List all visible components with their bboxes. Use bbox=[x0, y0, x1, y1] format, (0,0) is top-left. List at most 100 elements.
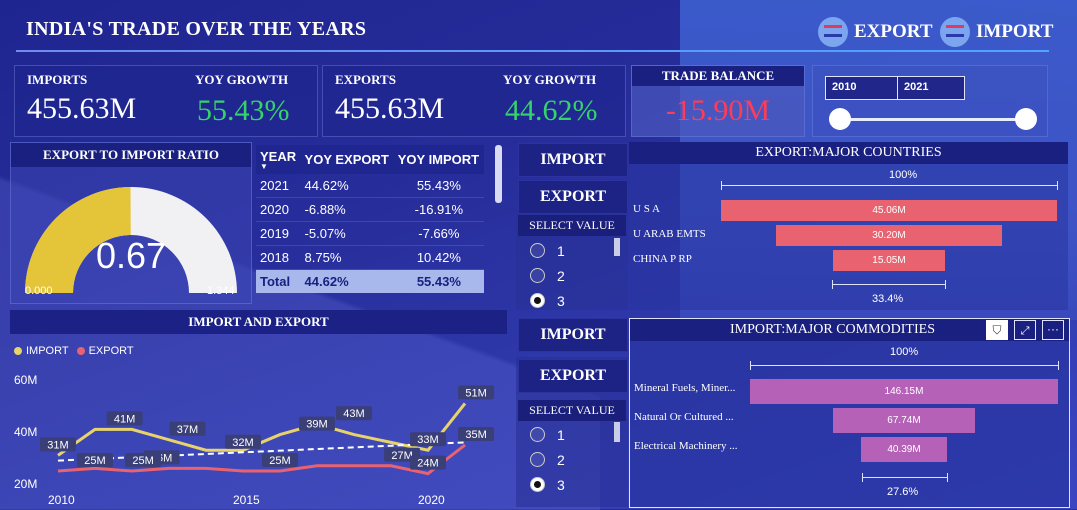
cell-yoy-export: -6.88% bbox=[300, 197, 394, 222]
nav-import-button[interactable]: IMPORT bbox=[940, 17, 1053, 47]
table-row: 2018 8.75% 10.42% bbox=[256, 245, 484, 270]
y-tick-label: 20M bbox=[14, 477, 37, 491]
toggle-top-scrollbar[interactable] bbox=[614, 238, 620, 256]
import-bottom-pct: 27.6% bbox=[887, 486, 919, 498]
radio-option-3[interactable]: 3 bbox=[530, 288, 565, 313]
col-yoy-export-header[interactable]: YOY EXPORT bbox=[304, 152, 389, 167]
header-divider bbox=[16, 50, 1049, 52]
funnel-category-label: CHINA P RP bbox=[633, 253, 692, 265]
x-tick-label: 2020 bbox=[418, 493, 445, 507]
data-label-bg bbox=[458, 385, 495, 400]
slider-end-handle[interactable] bbox=[1015, 108, 1037, 130]
gauge-max-label: 1.344 bbox=[207, 285, 235, 297]
funnel-bar[interactable]: 146.15M bbox=[750, 379, 1058, 404]
toggle-bottom-import-button[interactable]: IMPORT bbox=[518, 318, 628, 352]
imports-label: IMPORTS bbox=[27, 72, 88, 87]
funnel-category-label: Natural Or Cultured ... bbox=[634, 411, 734, 423]
nav-export-button[interactable]: EXPORT bbox=[818, 17, 933, 47]
slider-start-handle[interactable] bbox=[829, 108, 851, 130]
radio-label: 2 bbox=[557, 451, 565, 468]
export-swap-icon bbox=[818, 17, 848, 47]
x-tick-label: 2015 bbox=[233, 493, 260, 507]
toggle-top-import-button[interactable]: IMPORT bbox=[518, 143, 628, 177]
gauge-svg bbox=[25, 187, 237, 293]
year-to-input[interactable]: 2021 bbox=[897, 76, 965, 100]
trade-balance-card: TRADE BALANCE -15.90M bbox=[631, 65, 805, 137]
radio-option-1[interactable]: 1 bbox=[530, 422, 565, 447]
toggle-top-panel: EXPORT SELECT VALUE 1 2 3 bbox=[516, 180, 628, 310]
cell-total-label: Total bbox=[256, 269, 301, 293]
data-label: 31M bbox=[47, 439, 68, 451]
series-line-export bbox=[57, 443, 466, 476]
year-from-input[interactable]: 2010 bbox=[825, 76, 903, 100]
funnel-category-label: Electrical Machinery ... bbox=[634, 440, 738, 452]
radio-label: 1 bbox=[557, 242, 565, 259]
cell-total-export: 44.62% bbox=[300, 269, 394, 293]
radio-option-2[interactable]: 2 bbox=[530, 263, 565, 288]
data-label: 51M bbox=[465, 387, 486, 399]
table-total-row: Total 44.62% 55.43% bbox=[256, 269, 484, 293]
import-swap-icon bbox=[940, 17, 970, 47]
cell-yoy-import: -7.66% bbox=[393, 221, 484, 246]
data-label: 41M bbox=[114, 413, 135, 425]
exports-yoy-label: YOY GROWTH bbox=[503, 72, 597, 87]
funnel-category-label: U S A bbox=[633, 203, 660, 215]
exports-value: 455.63M bbox=[335, 92, 445, 125]
funnel-bar[interactable]: 67.74M bbox=[832, 408, 976, 433]
cell-year: 2020 bbox=[256, 197, 301, 222]
yoy-table: YEAR ▼ YOY EXPORT YOY IMPORT 2021 44.62% … bbox=[256, 145, 484, 293]
import-commodities-panel: IMPORT:MAJOR COMMODITIES ⛉ ⤢ ··· 100% Mi… bbox=[629, 318, 1070, 508]
radio-option-3[interactable]: 3 bbox=[530, 472, 565, 497]
data-label-bg bbox=[40, 437, 76, 452]
data-label-bg bbox=[262, 453, 298, 467]
import-bottom-tick-left bbox=[862, 473, 863, 482]
table-header-row: YEAR ▼ YOY EXPORT YOY IMPORT bbox=[256, 145, 484, 174]
export-bottom-pct: 33.4% bbox=[872, 293, 904, 305]
x-tick-label: 2010 bbox=[48, 493, 75, 507]
y-tick-label: 60M bbox=[14, 373, 37, 387]
radio-icon bbox=[530, 268, 545, 283]
import-funnel: Mineral Fuels, Miner... 146.15M Natural Or… bbox=[630, 379, 1069, 469]
chart-legend: IMPORT EXPORT bbox=[14, 345, 134, 357]
funnel-bar[interactable]: 15.05M bbox=[832, 250, 946, 271]
radio-option-1[interactable]: 1 bbox=[530, 238, 565, 263]
data-label: 35M bbox=[465, 429, 486, 441]
y-tick-label: 40M bbox=[14, 425, 37, 439]
funnel-bar[interactable]: 30.20M bbox=[776, 225, 1002, 246]
toggle-top-options: 1 2 3 bbox=[530, 238, 565, 313]
funnel-bar[interactable]: 40.39M bbox=[861, 437, 947, 462]
toggle-bottom-options: 1 2 3 bbox=[530, 422, 565, 497]
focus-mode-icon[interactable]: ⤢ bbox=[1014, 320, 1036, 340]
series-line-import bbox=[57, 402, 467, 457]
cell-yoy-export: 8.75% bbox=[300, 245, 394, 270]
legend-import-dot bbox=[14, 347, 22, 355]
funnel-bar[interactable]: 45.06M bbox=[721, 200, 1057, 221]
export-top-tick-right bbox=[1057, 181, 1058, 190]
filter-icon[interactable]: ⛉ bbox=[986, 320, 1008, 340]
data-label: 24M bbox=[417, 458, 438, 470]
export-bottom-tick-left bbox=[832, 280, 833, 289]
import-bottom-tick-right bbox=[947, 473, 948, 482]
funnel-category-label: U ARAB EMTS bbox=[633, 228, 706, 240]
more-options-icon[interactable]: ··· bbox=[1042, 320, 1064, 340]
gauge-title: EXPORT TO IMPORT RATIO bbox=[11, 143, 251, 167]
radio-label: 3 bbox=[557, 292, 565, 309]
export-countries-title: EXPORT:MAJOR COUNTRIES bbox=[629, 142, 1068, 164]
trend-line bbox=[57, 441, 466, 462]
data-label-bg bbox=[77, 453, 113, 467]
data-label-bg bbox=[225, 434, 261, 449]
col-year-header[interactable]: YEAR ▼ bbox=[260, 149, 297, 171]
radio-label: 2 bbox=[557, 267, 565, 284]
toggle-bottom-export-button[interactable]: EXPORT bbox=[518, 359, 628, 393]
toggle-top-export-button[interactable]: EXPORT bbox=[518, 180, 628, 214]
cell-yoy-import: 10.42% bbox=[393, 245, 484, 270]
table-scrollbar[interactable] bbox=[495, 145, 502, 203]
data-label-bg bbox=[169, 421, 206, 436]
data-label-bg bbox=[106, 411, 143, 426]
exports-yoy-value: 44.62% bbox=[505, 94, 598, 127]
slider-track bbox=[841, 118, 1029, 121]
col-yoy-import-header[interactable]: YOY IMPORT bbox=[397, 152, 480, 167]
toggle-bottom-scrollbar[interactable] bbox=[614, 422, 620, 442]
radio-option-2[interactable]: 2 bbox=[530, 447, 565, 472]
import-top-tick-left bbox=[750, 361, 751, 370]
